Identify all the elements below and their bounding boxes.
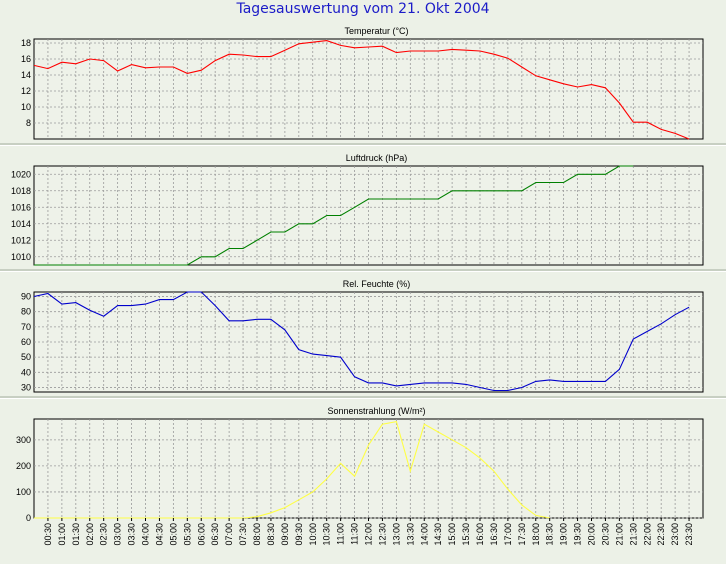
series-line: [34, 420, 550, 519]
y-tick-label: 12: [21, 86, 31, 96]
y-tick-label: 1020: [11, 169, 31, 179]
panel-separator: [0, 269, 726, 272]
x-tick-label: 01:30: [71, 523, 81, 546]
series-line: [34, 165, 634, 266]
x-tick-label: 14:00: [419, 523, 429, 546]
y-tick-label: 30: [21, 382, 31, 392]
x-tick-label: 19:30: [573, 523, 583, 546]
y-tick-label: 10: [21, 102, 31, 112]
y-tick-label: 1016: [11, 202, 31, 212]
x-tick-label: 16:30: [489, 523, 499, 546]
x-tick-label: 13:30: [405, 523, 415, 546]
x-tick-label: 23:00: [670, 523, 680, 546]
x-tick-label: 04:30: [154, 523, 164, 546]
x-tick-label: 05:30: [182, 523, 192, 546]
x-tick-label: 17:00: [503, 523, 513, 546]
x-tick-label: 11:30: [350, 523, 360, 545]
x-tick-label: 09:30: [294, 523, 304, 546]
y-tick-label: 90: [21, 292, 31, 302]
x-tick-label: 01:00: [57, 523, 67, 546]
x-tick-label: 07:30: [238, 523, 248, 546]
x-tick-label: 19:00: [559, 523, 569, 546]
x-tick-label: 20:00: [587, 523, 597, 546]
y-tick-label: 300: [16, 435, 31, 445]
y-tick-label: 80: [21, 307, 31, 317]
panel-separator: [0, 143, 726, 146]
x-tick-label: 02:30: [99, 523, 109, 546]
x-tick-label: 05:00: [168, 523, 178, 546]
x-tick-label: 10:00: [308, 523, 318, 546]
x-tick-label: 10:30: [322, 523, 332, 546]
y-tick-label: 1010: [11, 252, 31, 262]
page-title: Tagesauswertung vom 21. Okt 2004: [236, 1, 490, 17]
y-tick-label: 14: [21, 70, 31, 80]
x-tick-label: 16:00: [475, 523, 485, 546]
x-tick-label: 12:00: [364, 523, 374, 546]
x-tick-label: 03:30: [127, 523, 137, 546]
x-tick-label: 08:00: [252, 523, 262, 546]
y-tick-label: 100: [16, 487, 31, 497]
y-tick-label: 1012: [11, 235, 31, 245]
x-tick-label: 11:00: [336, 523, 346, 545]
x-tick-label: 21:30: [628, 523, 638, 546]
x-tick-label: 02:00: [85, 523, 95, 546]
x-tick-label: 09:00: [280, 523, 290, 546]
panel-separator: [0, 396, 726, 399]
x-tick-label: 23:30: [684, 523, 694, 546]
x-tick-label: 15:00: [447, 523, 457, 546]
chart-title: Sonnenstrahlung (W/m²): [327, 406, 425, 416]
x-tick-label: 08:30: [266, 523, 276, 546]
y-tick-label: 8: [26, 118, 31, 128]
y-tick-label: 40: [21, 367, 31, 377]
x-tick-label: 07:00: [224, 523, 234, 546]
chart-title: Rel. Feuchte (%): [343, 279, 411, 289]
y-tick-label: 1014: [11, 219, 31, 229]
y-tick-label: 50: [21, 352, 31, 362]
x-tick-label: 21:00: [614, 523, 624, 546]
y-tick-label: 1018: [11, 186, 31, 196]
chart-title: Temperatur (°C): [344, 26, 408, 36]
y-tick-label: 18: [21, 38, 31, 48]
x-tick-label: 06:30: [210, 523, 220, 546]
x-tick-label: 15:30: [461, 523, 471, 546]
x-tick-label: 12:30: [377, 523, 387, 546]
y-tick-label: 60: [21, 337, 31, 347]
x-tick-label: 20:30: [600, 523, 610, 546]
x-tick-label: 14:30: [433, 523, 443, 546]
y-tick-label: 70: [21, 322, 31, 332]
x-tick-label: 18:30: [545, 523, 555, 546]
x-tick-label: 17:30: [517, 523, 527, 546]
x-tick-label: 22:00: [642, 523, 652, 546]
x-tick-label: 22:30: [656, 523, 666, 546]
y-tick-label: 16: [21, 54, 31, 64]
x-tick-label: 04:00: [141, 523, 151, 546]
x-tick-label: 06:00: [196, 523, 206, 546]
x-tick-label: 00:30: [43, 523, 53, 546]
y-tick-label: 0: [26, 513, 31, 523]
series-line: [33, 40, 690, 140]
y-tick-label: 200: [16, 461, 31, 471]
x-tick-label: 13:00: [391, 523, 401, 546]
chart-title: Luftdruck (hPa): [346, 153, 408, 163]
series-line: [33, 291, 690, 392]
x-tick-label: 18:00: [531, 523, 541, 546]
x-tick-label: 03:00: [113, 523, 123, 546]
